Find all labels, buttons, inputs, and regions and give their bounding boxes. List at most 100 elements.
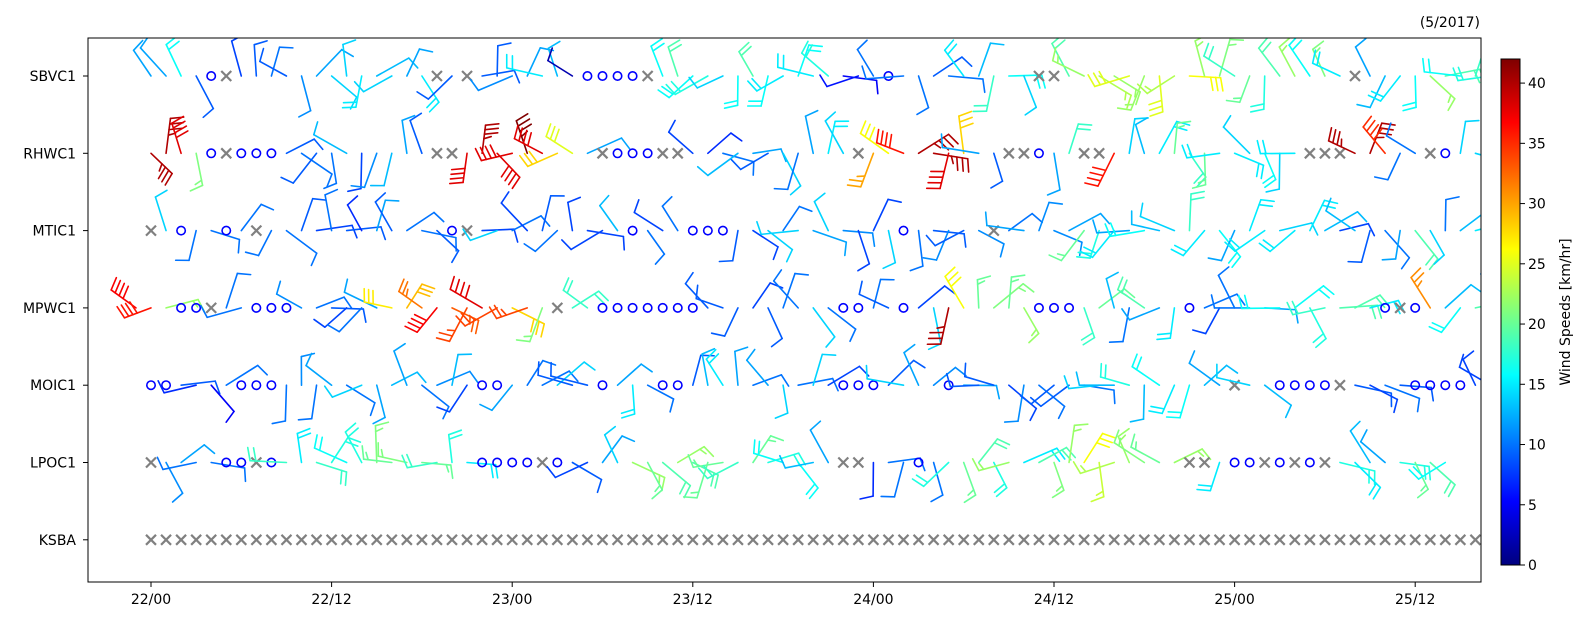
missing-stroke: [1063, 534, 1075, 546]
barb-flag: [1260, 198, 1275, 203]
wind-barb: [1023, 75, 1038, 116]
missing-marker: [461, 224, 473, 237]
missing-stroke: [280, 534, 293, 546]
barb-flag: [958, 116, 973, 123]
barb-flag: [313, 318, 326, 328]
barb-shaft: [345, 384, 376, 404]
barb-flag: [500, 191, 510, 204]
missing-stroke: [942, 534, 955, 546]
barb-flag: [174, 125, 188, 134]
barb-shaft: [1387, 152, 1401, 181]
missing-marker: [1093, 534, 1105, 546]
wind-barb: [469, 75, 514, 92]
barb-shaft: [1203, 293, 1238, 309]
missing-stroke: [250, 224, 263, 237]
missing-stroke: [1334, 379, 1346, 391]
barb-flag: [1104, 364, 1107, 380]
wind-barb: [705, 348, 724, 387]
colorbar-tick-label: 15: [1528, 377, 1546, 393]
missing-stroke: [401, 534, 413, 546]
barb-flag: [527, 131, 533, 147]
barb-shaft: [932, 366, 957, 387]
barb-flag: [1381, 258, 1397, 261]
barb-flag: [515, 339, 531, 343]
wind-barb: [1374, 152, 1401, 181]
barb-shaft: [362, 75, 393, 93]
wind-barb: [977, 42, 1005, 77]
missing-marker: [1093, 147, 1105, 160]
wind-barb: [745, 348, 769, 387]
barb-flag: [798, 205, 813, 213]
barb-flag: [1225, 99, 1241, 104]
barb-shaft: [812, 229, 848, 243]
missing-stroke: [431, 534, 443, 546]
barb-flag: [804, 109, 819, 117]
barb-shaft: [285, 229, 318, 255]
barb-flag: [1010, 278, 1020, 283]
barb-flag: [1029, 407, 1038, 422]
barb-flag: [305, 352, 313, 367]
wind-barb: [846, 152, 875, 188]
missing-stroke: [1198, 534, 1211, 546]
barb-flag: [597, 290, 609, 302]
barb-flag: [751, 77, 762, 90]
wind-barb: [646, 461, 664, 500]
missing-stroke: [581, 534, 594, 546]
barb-flag: [372, 416, 386, 425]
barb-flag: [971, 457, 980, 472]
barb-shaft: [707, 132, 732, 155]
missing-stroke: [1546, 535, 1556, 545]
barb-flag: [1148, 99, 1163, 106]
barb-flag: [278, 46, 294, 49]
barb-shaft: [812, 353, 824, 387]
barb-flag: [1370, 90, 1385, 98]
barb-flag: [925, 234, 936, 247]
colorbar-tick-label: 20: [1528, 317, 1546, 333]
barb-flag: [993, 441, 1008, 450]
barb-flag: [1256, 139, 1262, 155]
barb-flag: [1369, 123, 1380, 137]
wind-barb: [230, 38, 243, 77]
barb-flag: [705, 348, 717, 361]
barb-flag: [260, 203, 275, 211]
barb-flag: [1311, 49, 1317, 65]
barb-shaft: [292, 152, 318, 184]
missing-marker: [446, 534, 458, 546]
barb-flag: [1464, 119, 1480, 123]
barb-flag: [553, 128, 560, 143]
calm-marker: [522, 457, 533, 468]
wind-barb: [752, 439, 784, 464]
barb-flag: [996, 438, 1011, 446]
barb-flag: [1101, 432, 1117, 439]
missing-stroke: [506, 534, 518, 546]
wind-barb: [1549, 192, 1562, 230]
barb-shaft: [1459, 214, 1481, 232]
barb-flag: [1325, 197, 1332, 212]
barb-flag: [447, 429, 463, 436]
barb-flag: [667, 119, 676, 133]
missing-marker: [295, 534, 308, 546]
barb-flag: [1150, 405, 1165, 410]
barb-shaft: [541, 370, 570, 387]
barb-flag: [1063, 375, 1070, 390]
missing-marker: [581, 534, 594, 546]
wind-barb: [330, 75, 358, 110]
wind-barb: [1347, 229, 1371, 263]
barb-flag: [347, 427, 359, 438]
missing-marker: [1078, 534, 1090, 546]
barb-flag: [701, 347, 716, 355]
barb-shaft: [941, 146, 980, 155]
wind-barb: [479, 384, 514, 412]
wind-barb: [990, 152, 1004, 189]
missing-stroke: [566, 534, 579, 546]
barb-flag: [1144, 85, 1153, 92]
missing-marker: [190, 534, 202, 546]
barb-flag: [684, 271, 694, 285]
missing-stroke: [160, 534, 172, 546]
missing-marker: [671, 534, 684, 546]
y-tick-label: SBVC1: [30, 69, 76, 85]
barb-flag: [479, 403, 493, 412]
barb-shaft: [383, 152, 393, 187]
barb-flag: [661, 195, 673, 208]
barb-flag: [909, 265, 924, 272]
